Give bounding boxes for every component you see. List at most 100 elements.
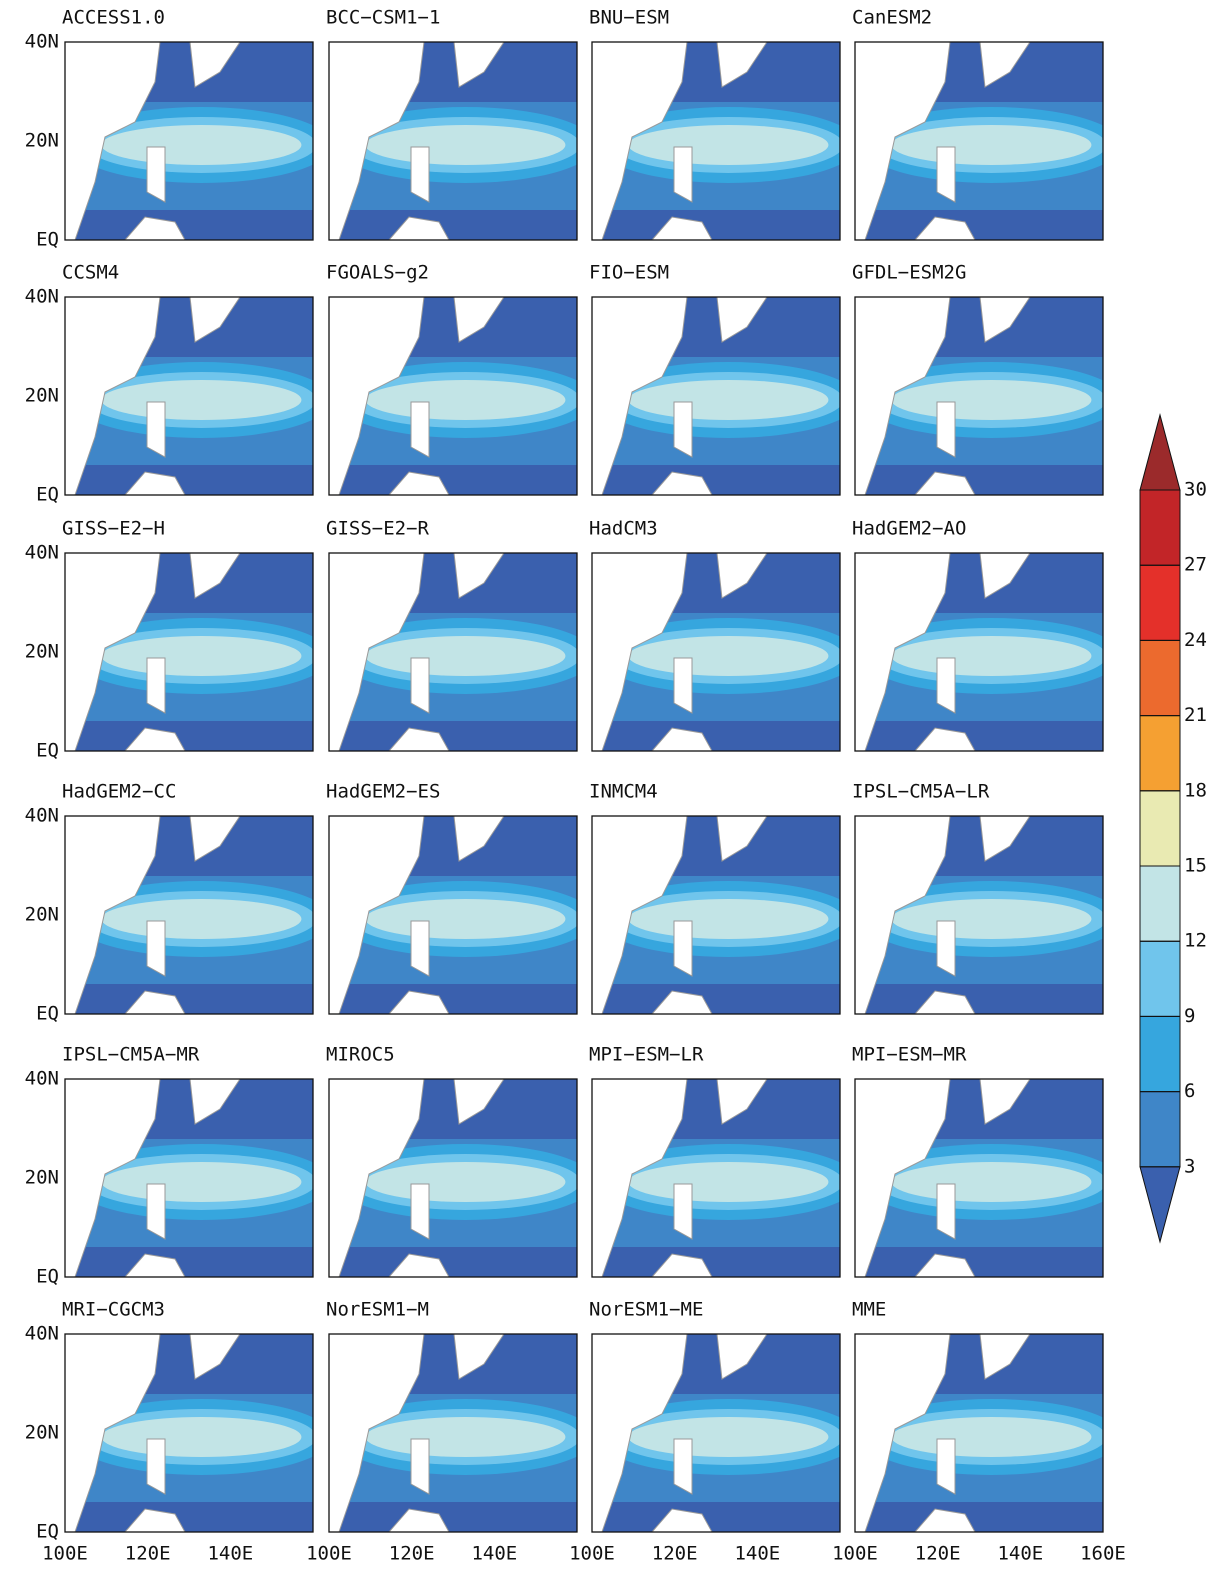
- land: [388, 1508, 450, 1532]
- land: [651, 1253, 713, 1277]
- y-axis-label: EQ: [36, 229, 59, 251]
- panel-frame: [64, 41, 314, 241]
- land: [410, 401, 430, 458]
- land: [855, 553, 951, 751]
- map-panel: [592, 816, 840, 1014]
- land: [189, 297, 241, 343]
- y-axis-label: 20N: [25, 641, 59, 663]
- land: [329, 816, 425, 1014]
- land: [410, 920, 430, 977]
- field-band: [101, 635, 302, 676]
- land: [146, 146, 166, 203]
- land: [855, 1334, 951, 1532]
- field-band: [628, 1416, 829, 1457]
- map-panel: [65, 1079, 313, 1277]
- panel-title: GISS−E2−H: [62, 518, 165, 540]
- panel-frame: [854, 296, 1104, 496]
- land: [453, 553, 505, 599]
- land: [65, 42, 161, 240]
- panel-title: HadGEM2−AO: [852, 518, 966, 540]
- land: [592, 1079, 688, 1277]
- y-axis-label: 40N: [25, 1068, 59, 1090]
- land: [855, 1079, 951, 1277]
- field-band: [365, 124, 566, 165]
- colorbar-segment: [1139, 790, 1181, 867]
- field-south: [65, 1247, 313, 1277]
- colorbar-label: 12: [1184, 930, 1207, 952]
- land: [124, 990, 186, 1014]
- map-panel: [329, 1079, 577, 1277]
- field-band: [365, 379, 566, 420]
- field-band: [628, 124, 829, 165]
- land: [453, 1079, 505, 1125]
- panel-frame: [328, 296, 578, 496]
- field-south: [855, 1502, 1103, 1532]
- land: [716, 1079, 768, 1125]
- panel-title: IPSL−CM5A−MR: [62, 1044, 200, 1066]
- field-band: [891, 124, 1092, 165]
- field-south: [855, 210, 1103, 240]
- land: [189, 1079, 241, 1125]
- field-band: [365, 635, 566, 676]
- land: [979, 297, 1031, 343]
- land: [855, 297, 951, 495]
- land: [146, 1183, 166, 1240]
- y-axis-label: EQ: [36, 484, 59, 506]
- land: [716, 816, 768, 862]
- land: [716, 297, 768, 343]
- field-band: [891, 1416, 1092, 1457]
- land: [651, 471, 713, 495]
- land: [388, 727, 450, 751]
- field-band: [628, 898, 829, 939]
- map-panel: [855, 816, 1103, 1014]
- land: [936, 146, 956, 203]
- panel-title: MIROC5: [326, 1044, 395, 1066]
- land: [914, 727, 976, 751]
- colorbar-segment: [1139, 1091, 1181, 1168]
- panel-title: MRI−CGCM3: [62, 1299, 165, 1321]
- x-axis-label: 160E: [1080, 1543, 1126, 1565]
- field-south: [329, 1502, 577, 1532]
- colorbar-label: 21: [1184, 704, 1207, 726]
- land: [65, 1334, 161, 1532]
- land: [453, 1334, 505, 1380]
- land: [146, 920, 166, 977]
- panel-title: GFDL−ESM2G: [852, 262, 966, 284]
- x-axis-label: 120E: [125, 1543, 171, 1565]
- land: [716, 1334, 768, 1380]
- field-north: [915, 1079, 1103, 1139]
- panel-frame: [64, 815, 314, 1015]
- colorbar-segment: [1139, 564, 1181, 641]
- panel-title: HadGEM2−CC: [62, 781, 176, 803]
- land: [329, 1079, 425, 1277]
- land: [124, 727, 186, 751]
- land: [410, 146, 430, 203]
- field-south: [592, 984, 840, 1014]
- panel-frame: [328, 1078, 578, 1278]
- land: [124, 1253, 186, 1277]
- panel-title: HadGEM2−ES: [326, 781, 440, 803]
- map-panel: [592, 1334, 840, 1532]
- colorbar-label: 27: [1184, 554, 1207, 576]
- panel-title: NorESM1−ME: [589, 1299, 703, 1321]
- colorbar-segment: [1139, 639, 1181, 717]
- field-south: [329, 465, 577, 495]
- panel-frame: [591, 296, 841, 496]
- land: [592, 42, 688, 240]
- field-south: [329, 1247, 577, 1277]
- land: [936, 1438, 956, 1495]
- map-panel: [855, 1079, 1103, 1277]
- y-axis-label: EQ: [36, 740, 59, 762]
- y-axis-label: EQ: [36, 1521, 59, 1543]
- panel-frame: [591, 41, 841, 241]
- y-axis-label: EQ: [36, 1266, 59, 1288]
- land: [388, 216, 450, 240]
- panel-title: CCSM4: [62, 262, 119, 284]
- panel-title: MPI−ESM−LR: [589, 1044, 704, 1066]
- land: [410, 1183, 430, 1240]
- field-band: [891, 635, 1092, 676]
- field-north: [915, 42, 1103, 102]
- land: [979, 553, 1031, 599]
- land: [124, 1508, 186, 1532]
- map-panel: [65, 1334, 313, 1532]
